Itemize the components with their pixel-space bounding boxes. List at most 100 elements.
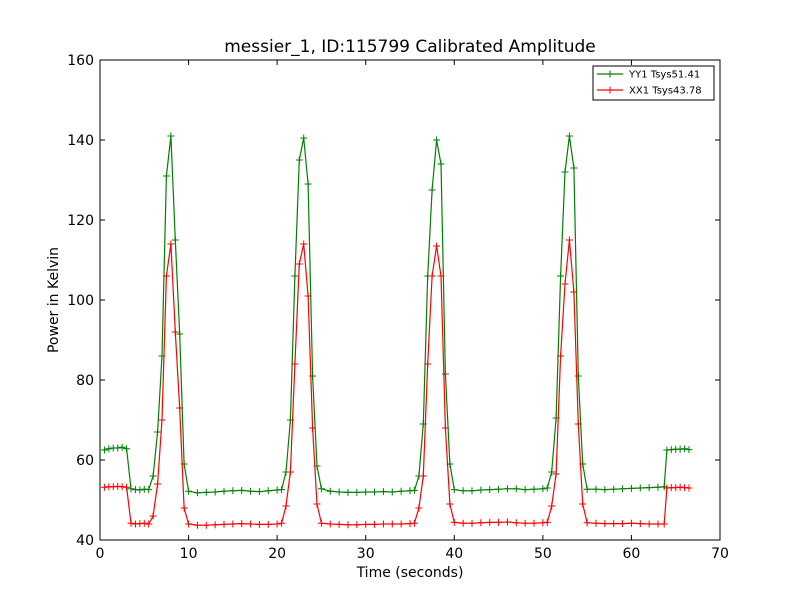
data-point [171, 236, 179, 244]
data-point [636, 520, 644, 528]
data-point [512, 485, 520, 493]
chart-title: messier_1, ID:115799 Calibrated Amplitud… [224, 37, 596, 57]
data-point [397, 520, 405, 528]
data-point [326, 487, 334, 495]
data-point [459, 519, 467, 527]
data-point [140, 519, 148, 527]
data-point [202, 488, 210, 496]
series-1 [100, 132, 693, 497]
data-point [477, 486, 485, 494]
data-point [565, 236, 573, 244]
data-point [601, 486, 609, 494]
x-tick-label: 0 [96, 546, 105, 562]
data-point [344, 488, 352, 496]
y-tick-label: 120 [67, 213, 94, 229]
data-point [229, 520, 237, 528]
data-point [167, 240, 175, 248]
data-point [685, 446, 693, 454]
x-tick-label: 10 [180, 546, 198, 562]
data-point [503, 485, 511, 493]
data-point [202, 521, 210, 529]
data-point [185, 520, 193, 528]
data-point [561, 168, 569, 176]
data-point [162, 172, 170, 180]
x-tick-label: 50 [534, 546, 552, 562]
data-point [583, 485, 591, 493]
data-point [295, 156, 303, 164]
data-point [247, 520, 255, 528]
data-point [627, 484, 635, 492]
legend-marker [606, 70, 614, 78]
data-point [627, 519, 635, 527]
data-point [335, 520, 343, 528]
data-point [543, 518, 551, 526]
data-point [220, 520, 228, 528]
data-point [220, 487, 228, 495]
x-tick-label: 30 [357, 546, 375, 562]
data-point [561, 280, 569, 288]
data-point [247, 487, 255, 495]
data-point [371, 488, 379, 496]
data-point [654, 520, 662, 528]
data-point [574, 372, 582, 380]
data-point [149, 512, 157, 520]
data-point [660, 520, 668, 528]
data-point [477, 519, 485, 527]
data-point [176, 404, 184, 412]
data-point [371, 520, 379, 528]
data-point [154, 428, 162, 436]
series-layer [100, 132, 693, 529]
y-axis-label: Power in Kelvin [46, 247, 62, 353]
data-point [557, 272, 565, 280]
data-point [433, 136, 441, 144]
data-point [295, 260, 303, 268]
data-point [273, 520, 281, 528]
data-point [570, 288, 578, 296]
data-point [136, 486, 144, 494]
data-point [127, 519, 135, 527]
data-point [379, 520, 387, 528]
data-point [335, 488, 343, 496]
data-point [278, 486, 286, 494]
y-tick-label: 100 [67, 293, 94, 309]
data-point [410, 519, 418, 527]
x-axis-label: Time (seconds) [356, 565, 464, 581]
data-point [123, 483, 131, 491]
data-point [468, 487, 476, 495]
data-point [681, 445, 689, 453]
data-point [286, 468, 294, 476]
plot-frame [99, 59, 721, 541]
data-point [149, 472, 157, 480]
y-tick-label: 40 [76, 533, 94, 549]
data-point [185, 487, 193, 495]
y-tick-label: 160 [67, 53, 94, 69]
data-point [592, 485, 600, 493]
data-point [388, 488, 396, 496]
data-point [145, 486, 153, 494]
data-point [415, 504, 423, 512]
data-point [654, 483, 662, 491]
data-point [326, 520, 334, 528]
data-point [118, 443, 126, 451]
data-point [145, 520, 153, 528]
data-point [304, 180, 312, 188]
data-point [300, 134, 308, 142]
data-point [353, 488, 361, 496]
plot-area: 0 10 20 30 40 50 60 70 40 60 80 100 120 140 160 [67, 53, 729, 562]
data-point [552, 470, 560, 478]
data-point [428, 186, 436, 194]
data-point [100, 446, 108, 454]
data-point [180, 504, 188, 512]
data-point [388, 520, 396, 528]
data-point [441, 424, 449, 432]
data-point [211, 488, 219, 496]
data-point [211, 521, 219, 529]
y-tick-label: 60 [76, 453, 94, 469]
data-point [362, 488, 370, 496]
data-point [291, 360, 299, 368]
data-point [601, 520, 609, 528]
data-point [459, 487, 467, 495]
data-point [468, 519, 476, 527]
data-point [548, 468, 556, 476]
